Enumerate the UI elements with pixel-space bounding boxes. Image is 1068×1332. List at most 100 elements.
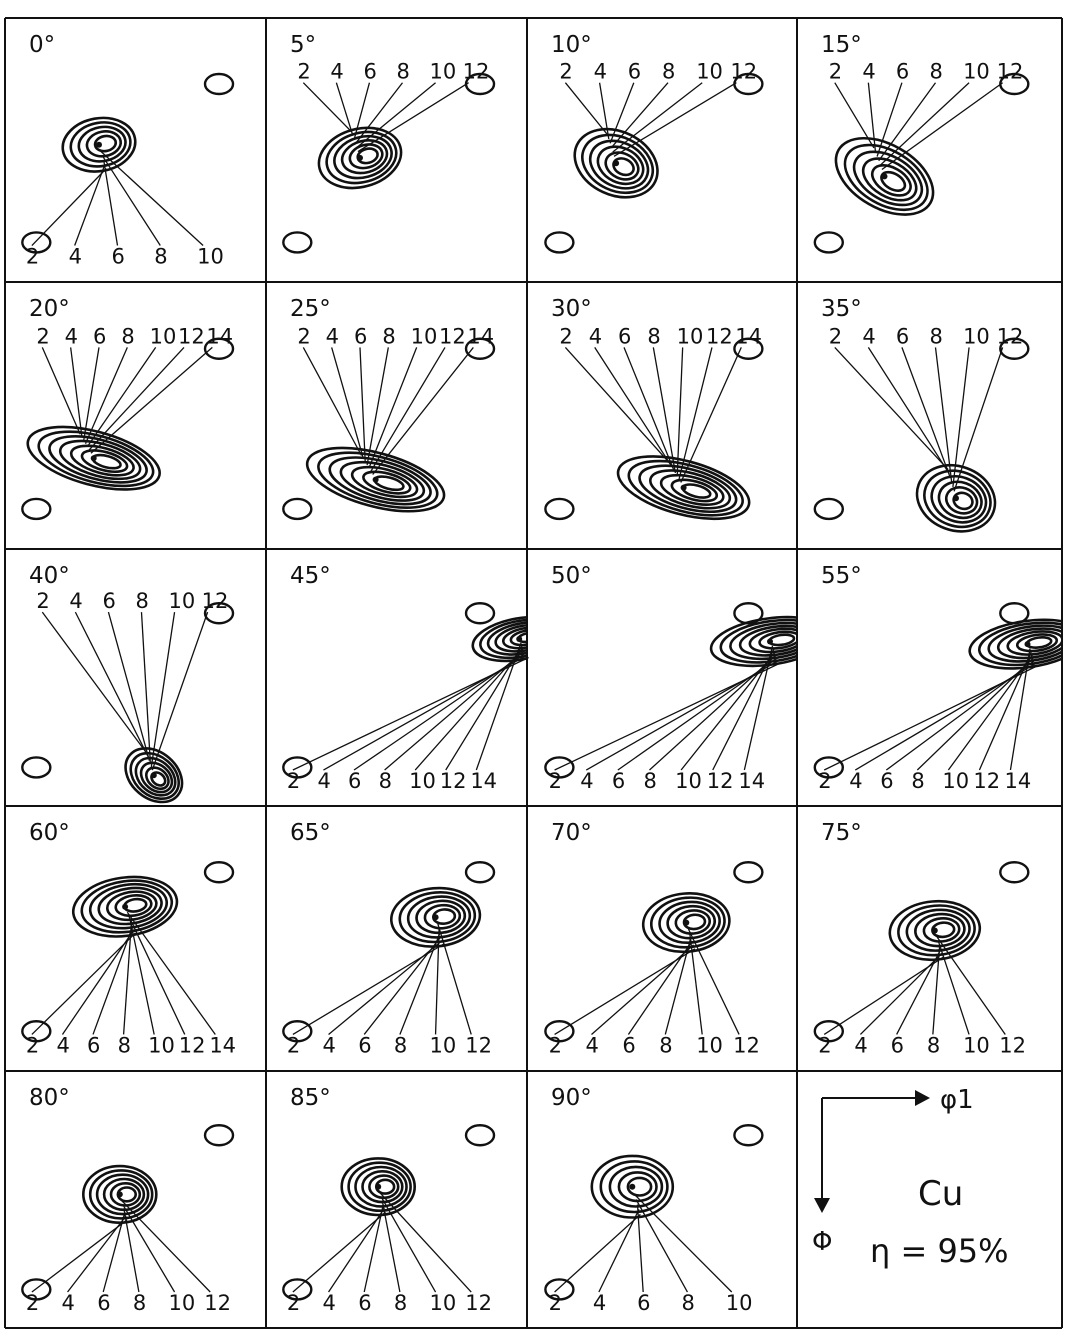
contour-label-2: 2	[287, 769, 300, 793]
contour-label-6: 6	[358, 1033, 371, 1057]
contour-label-6: 6	[612, 769, 625, 793]
leader-line-12	[370, 347, 446, 472]
panel-50deg: 50° 2 4 6 8 10 12 14	[544, 563, 797, 793]
contour-peak	[680, 484, 687, 491]
contour-level-10	[604, 151, 640, 181]
contour-level-4	[627, 459, 744, 517]
contour-label-14: 14	[470, 769, 497, 793]
contour-label-14: 14	[738, 769, 765, 793]
contour-level-10	[501, 626, 527, 650]
contour-satellite-0	[203, 602, 235, 625]
contour-label-6: 6	[637, 1291, 650, 1315]
contour-label-6: 6	[891, 1033, 904, 1057]
contour-group	[813, 602, 1062, 779]
leader-line-4	[328, 939, 444, 1035]
contour-level-10	[93, 134, 118, 153]
contour-label-8: 8	[911, 769, 924, 793]
panel-45deg: 45° 2 4 6 8 10 12 14	[282, 563, 529, 793]
leader-line-14	[743, 645, 774, 771]
contour-label-12: 12	[999, 1033, 1026, 1057]
leader-line-12	[881, 82, 1004, 171]
contour-level-2	[317, 126, 403, 190]
panel-angle-label: 20°	[29, 296, 70, 322]
contour-label-6: 6	[363, 60, 376, 84]
contour-label-10: 10	[963, 324, 990, 348]
contour-level-2	[834, 136, 935, 216]
leader-line-12	[936, 936, 1006, 1035]
contour-label-4: 4	[580, 769, 593, 793]
leader-line-6	[103, 159, 119, 246]
leader-line-14	[680, 347, 742, 483]
leader-line-10	[100, 151, 204, 246]
contour-label-6: 6	[97, 1291, 110, 1315]
contour-level-8	[596, 145, 645, 186]
material-label: Cu	[918, 1174, 963, 1214]
contour-satellite-0	[203, 337, 235, 360]
contour-level-12	[1015, 633, 1059, 653]
contour-group	[544, 1124, 764, 1301]
panel-40deg: 40°2 4 6 8 10 12	[21, 563, 235, 804]
contour-satellite-1	[21, 231, 52, 254]
contour-level-10	[105, 890, 158, 922]
contour-label-8: 8	[681, 1291, 694, 1315]
leader-line-2	[41, 347, 81, 435]
leader-line-10	[952, 347, 970, 487]
contour-satellite-0	[733, 602, 764, 625]
contour-label-4: 4	[586, 1033, 599, 1057]
leader-line-2	[302, 82, 353, 133]
contour-level-2	[915, 463, 997, 533]
leader-line-6	[876, 82, 903, 157]
contour-label-10: 10	[696, 60, 723, 84]
contour-peak	[122, 903, 129, 910]
contour-peak	[432, 914, 439, 921]
leader-line-2	[834, 82, 875, 149]
leader-line-10	[122, 1204, 176, 1293]
leader-line-8	[140, 612, 152, 764]
contour-satellite-0	[733, 337, 764, 360]
contour-label-6: 6	[628, 60, 641, 84]
contour-satellite-0	[999, 337, 1030, 360]
contour-label-4: 4	[323, 1033, 336, 1057]
contour-label-4: 4	[69, 589, 82, 613]
leader-line-4	[335, 82, 354, 136]
leader-line-10	[947, 653, 1034, 771]
leader-line-12	[978, 650, 1033, 771]
contour-level-6	[588, 139, 650, 190]
contour-level-12	[114, 894, 153, 918]
contour-label-6: 6	[111, 245, 124, 269]
contour-level-8	[415, 899, 467, 935]
contour-satellite-0	[203, 861, 235, 884]
contour-label-8: 8	[397, 60, 410, 84]
contour-label-14: 14	[1004, 769, 1031, 793]
leader-line-6	[359, 347, 366, 462]
leader-line-12	[953, 347, 1004, 492]
leader-line-4	[323, 654, 528, 771]
contour-label-12: 12	[997, 60, 1024, 84]
contour-group	[282, 337, 496, 521]
contour-group	[813, 861, 1030, 1043]
contour-satellite-0	[464, 861, 496, 884]
contour-label-6: 6	[93, 324, 106, 348]
contour-level-6	[95, 1173, 150, 1216]
contour-level-10	[350, 465, 419, 499]
leader-line-4	[591, 944, 695, 1035]
contour-label-4: 4	[862, 60, 875, 84]
contour-label-4: 4	[589, 324, 602, 348]
contour-label-12: 12	[733, 1033, 760, 1057]
leader-line-12	[121, 1200, 211, 1293]
contour-group	[544, 337, 764, 521]
leader-line-6	[102, 1211, 126, 1293]
leader-line-2	[834, 346, 949, 470]
panel-angle-label: 60°	[29, 820, 70, 846]
contour-label-4: 4	[849, 769, 862, 793]
leader-line-2	[31, 168, 107, 246]
contour-label-12: 12	[178, 324, 205, 348]
contour-group	[21, 1124, 235, 1301]
contour-peak	[683, 919, 690, 926]
contour-satellite-0	[999, 861, 1030, 884]
phi-axis-label: Φ	[812, 1227, 832, 1257]
panel-5deg: 5°2 4 6 8 10 12	[282, 32, 496, 254]
contour-label-2: 2	[818, 1033, 831, 1057]
contour-peak	[629, 1183, 636, 1190]
